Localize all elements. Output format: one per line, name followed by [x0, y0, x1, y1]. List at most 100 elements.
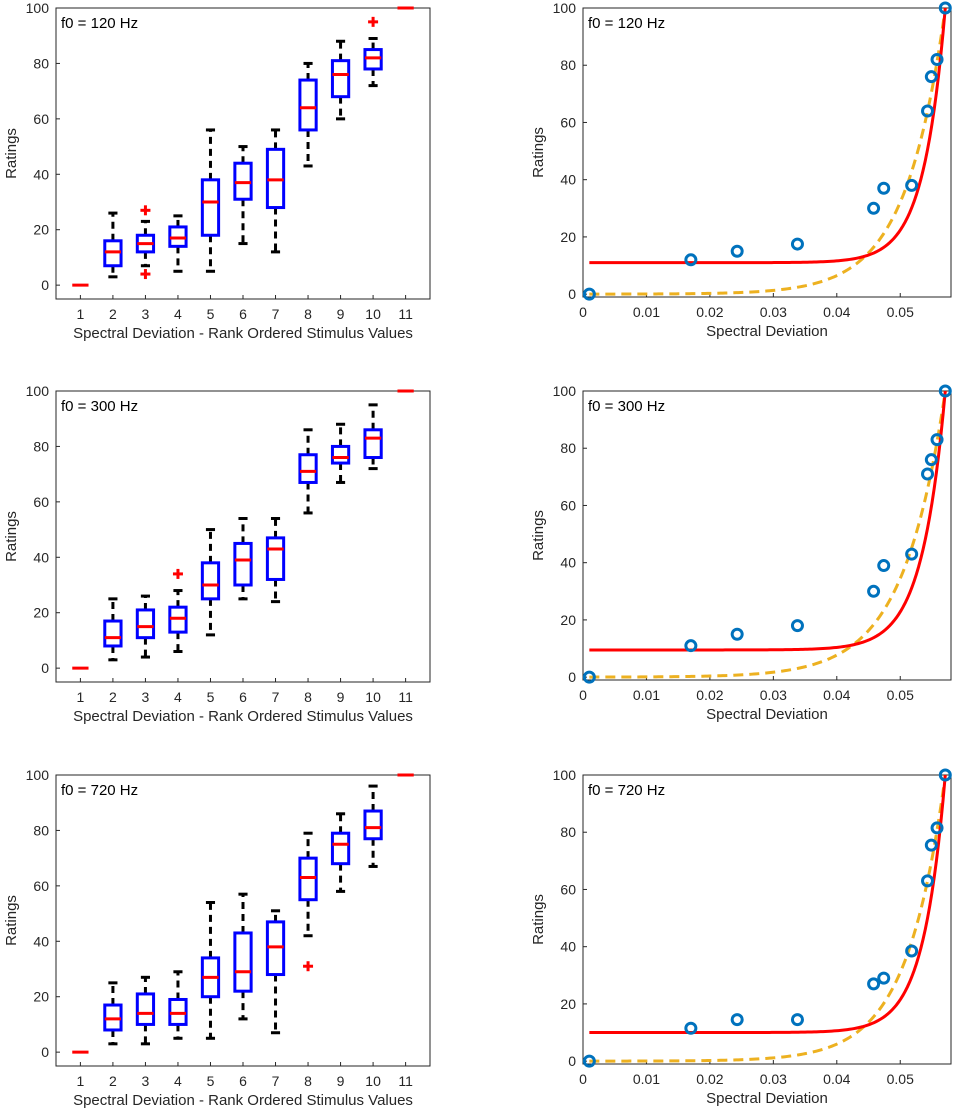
y-tick-label: 40	[560, 939, 576, 955]
y-tick-label: 40	[560, 555, 576, 571]
box-group	[103, 211, 123, 279]
x-tick-label: 7	[272, 1073, 280, 1089]
y-tick-label: 60	[33, 494, 49, 510]
box-group	[200, 128, 221, 273]
panel-bottom-right: 0 20 40 60 80 100 0 0.01 0.02 0.03 0.04 0.05 Spectra…	[530, 767, 952, 1107]
y-tick-label: 0	[568, 669, 576, 685]
fit-curve-solid	[589, 391, 947, 652]
x-tick-label: 0.01	[633, 1071, 660, 1087]
data-point	[877, 181, 891, 195]
x-tick-label: 9	[337, 306, 345, 322]
y-tick-label: 40	[560, 172, 576, 188]
data-point	[924, 453, 938, 467]
y-tick-label: 80	[33, 822, 49, 838]
x-tick-label: 0	[579, 304, 587, 320]
x-tick-label: 1	[76, 306, 84, 322]
x-tick-label: 0	[579, 1071, 587, 1087]
y-tick-label: 100	[26, 383, 50, 399]
x-tick-label: 11	[398, 1073, 413, 1089]
x-tick-label: 0.04	[823, 687, 850, 703]
fit-curve-solid	[589, 775, 947, 1035]
box-outlier	[368, 16, 379, 27]
x-tick-label: 2	[109, 1073, 117, 1089]
panel-middle-right: 0 20 40 60 80 100 0 0.01 0.02 0.03 0.04 0.05 Spectra…	[530, 383, 952, 723]
panel-bottom-left: 0 20 40 60 80 100 1 2 3 4 5 6 7 8 9 10 11 Spectral Deviat…	[3, 767, 431, 1109]
x-tick-label: 0.03	[760, 687, 787, 703]
panel-title: f0 = 720 Hz	[61, 782, 138, 799]
y-tick-label: 100	[26, 767, 50, 783]
box-group	[168, 568, 188, 654]
data-point	[921, 874, 935, 888]
x-tick-label: 0.05	[887, 1071, 914, 1087]
data-point	[582, 1054, 596, 1068]
panel-title: f0 = 120 Hz	[588, 15, 665, 32]
y-tick-label: 40	[33, 166, 49, 182]
box-group	[135, 205, 156, 280]
y-tick-label: 80	[33, 55, 49, 71]
x-tick-label: 0	[579, 687, 587, 703]
x-tick-label: 2	[109, 306, 117, 322]
box-group	[330, 812, 351, 893]
data-point	[867, 584, 881, 598]
x-tick-label: 0.04	[823, 304, 850, 320]
box-group	[298, 61, 318, 168]
box-group	[330, 39, 351, 121]
data-point	[684, 1021, 698, 1035]
y-axis-label: Ratings	[530, 127, 547, 178]
x-tick-label: 8	[304, 689, 312, 705]
data-point	[930, 821, 944, 835]
x-tick-label: 8	[304, 1073, 312, 1089]
box-iqr	[103, 619, 123, 648]
y-tick-label: 60	[33, 878, 49, 894]
axes-frame	[582, 390, 952, 681]
box-group	[298, 831, 318, 972]
data-point	[921, 104, 935, 118]
y-axis-label: Ratings	[530, 510, 547, 561]
x-tick-label: 1	[76, 689, 84, 705]
data-point	[877, 971, 891, 985]
y-tick-label: 20	[560, 996, 576, 1012]
x-tick-label: 0.02	[696, 304, 723, 320]
x-tick-label: 0.05	[887, 304, 914, 320]
x-axis-label: Spectral Deviation - Rank Ordered Stimul…	[73, 708, 413, 725]
box-group	[363, 16, 383, 88]
y-axis-label: Ratings	[3, 511, 20, 562]
box-group	[265, 128, 286, 254]
box-group	[330, 422, 351, 484]
box-iqr	[233, 541, 253, 587]
box-iqr	[298, 453, 318, 484]
y-axis-label: Ratings	[3, 128, 20, 179]
panel-title: f0 = 720 Hz	[588, 782, 665, 799]
x-tick-label: 4	[174, 306, 182, 322]
x-tick-label: 0.02	[696, 1071, 723, 1087]
box-group	[103, 597, 123, 662]
data-point	[924, 838, 938, 852]
y-tick-label: 60	[560, 881, 576, 897]
y-tick-label: 100	[553, 767, 577, 783]
data-point	[938, 768, 952, 782]
x-tick-label: 0.01	[633, 687, 660, 703]
x-tick-label: 0.05	[887, 687, 914, 703]
x-tick-label: 5	[207, 1073, 215, 1089]
box-group	[135, 594, 156, 659]
box-outlier	[140, 269, 151, 280]
data-point	[790, 237, 804, 251]
box-iqr	[363, 809, 383, 841]
box-group	[168, 214, 188, 273]
y-tick-label: 60	[560, 114, 576, 130]
x-tick-label: 10	[365, 1073, 381, 1089]
box-group	[363, 784, 383, 868]
x-tick-label: 9	[337, 689, 345, 705]
box-iqr	[265, 536, 286, 581]
x-tick-label: 4	[174, 1073, 182, 1089]
axes-frame	[582, 774, 952, 1065]
box-group	[363, 403, 383, 471]
x-axis-label: Spectral Deviation	[706, 323, 828, 340]
box-group	[265, 909, 286, 1035]
panel-top-left: 0 20 40 60 80 100 1 2 3 4 5 6 7 8 9 10 11 Spectral Deviat…	[3, 0, 431, 342]
x-tick-label: 3	[142, 689, 150, 705]
data-point	[930, 433, 944, 447]
data-point	[938, 1, 952, 15]
panel-title: f0 = 300 Hz	[61, 398, 138, 415]
